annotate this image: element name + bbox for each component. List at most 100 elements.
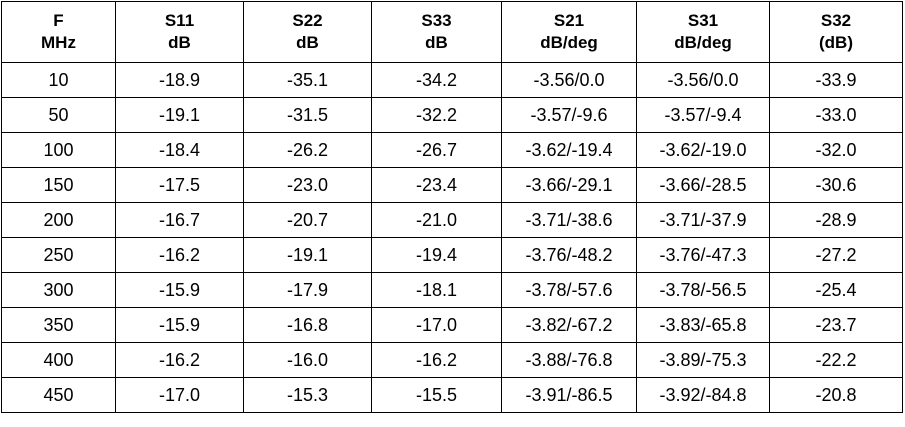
header-unit: dB xyxy=(168,33,191,52)
cell-s33: -16.2 xyxy=(371,342,502,378)
cell-s33: -18.1 xyxy=(371,272,502,308)
header-label: S11 xyxy=(164,11,195,30)
header-label: S32 xyxy=(820,11,852,30)
header-s33: S33 dB xyxy=(371,1,502,63)
header-unit: (dB) xyxy=(819,33,853,52)
cell-frequency: 50 xyxy=(1,97,116,133)
cell-s31: -3.89/-75.3 xyxy=(636,342,770,378)
cell-s32: -33.9 xyxy=(769,62,903,98)
cell-frequency: 300 xyxy=(1,272,116,308)
cell-s11: -18.9 xyxy=(115,62,244,98)
cell-s33: -32.2 xyxy=(371,97,502,133)
cell-frequency: 150 xyxy=(1,167,116,203)
cell-s33: -34.2 xyxy=(371,62,502,98)
cell-s22: -16.0 xyxy=(243,342,372,378)
cell-s31: -3.78/-56.5 xyxy=(636,272,770,308)
header-unit: dB/deg xyxy=(674,33,732,52)
cell-s11: -19.1 xyxy=(115,97,244,133)
header-label: S31 xyxy=(687,11,719,30)
cell-s21: -3.91/-86.5 xyxy=(501,377,637,413)
cell-s31: -3.57/-9.4 xyxy=(636,97,770,133)
table-row: 150 -17.5 -23.0 -23.4 -3.66/-29.1 -3.66/-28.5… xyxy=(1,167,903,203)
cell-s32: -25.4 xyxy=(769,272,903,308)
table-row: 250 -16.2 -19.1 -19.4 -3.76/-48.2 -3.76/-47.3… xyxy=(1,237,903,273)
cell-s31: -3.83/-65.8 xyxy=(636,307,770,343)
table-row: 350 -15.9 -16.8 -17.0 -3.82/-67.2 -3.83/-65.8… xyxy=(1,307,903,343)
s-parameter-table-container: F MHz S11 dB S22 dB S33 dB S21 dB/deg xyxy=(1,1,903,413)
table-row: 50 -19.1 -31.5 -32.2 -3.57/-9.6 -3.57/-9.4 -33… xyxy=(1,97,903,133)
cell-s21: -3.78/-57.6 xyxy=(501,272,637,308)
cell-s22: -17.9 xyxy=(243,272,372,308)
cell-s32: -32.0 xyxy=(769,132,903,168)
cell-s32: -20.8 xyxy=(769,377,903,413)
cell-s21: -3.71/-38.6 xyxy=(501,202,637,238)
cell-s11: -16.7 xyxy=(115,202,244,238)
cell-s32: -23.7 xyxy=(769,307,903,343)
cell-s32: -28.9 xyxy=(769,202,903,238)
cell-s33: -17.0 xyxy=(371,307,502,343)
cell-frequency: 200 xyxy=(1,202,116,238)
cell-frequency: 250 xyxy=(1,237,116,273)
cell-s33: -26.7 xyxy=(371,132,502,168)
cell-s32: -27.2 xyxy=(769,237,903,273)
cell-s31: -3.92/-84.8 xyxy=(636,377,770,413)
header-unit: dB xyxy=(425,33,448,52)
cell-s33: -19.4 xyxy=(371,237,502,273)
cell-s22: -16.8 xyxy=(243,307,372,343)
cell-frequency: 100 xyxy=(1,132,116,168)
table-row: 450 -17.0 -15.3 -15.5 -3.91/-86.5 -3.92/-84.8… xyxy=(1,377,903,413)
header-s22: S22 dB xyxy=(243,1,372,63)
cell-s31: -3.71/-37.9 xyxy=(636,202,770,238)
cell-s22: -26.2 xyxy=(243,132,372,168)
table-row: 10 -18.9 -35.1 -34.2 -3.56/0.0 -3.56/0.0 -33.9 xyxy=(1,62,903,98)
cell-s11: -15.9 xyxy=(115,307,244,343)
header-unit: dB xyxy=(296,33,319,52)
cell-frequency: 350 xyxy=(1,307,116,343)
cell-s11: -17.0 xyxy=(115,377,244,413)
cell-s32: -22.2 xyxy=(769,342,903,378)
cell-s33: -23.4 xyxy=(371,167,502,203)
header-label: F xyxy=(53,11,64,30)
header-s21: S21 dB/deg xyxy=(501,1,637,63)
cell-s32: -33.0 xyxy=(769,97,903,133)
cell-s22: -19.1 xyxy=(243,237,372,273)
cell-s31: -3.62/-19.0 xyxy=(636,132,770,168)
cell-s21: -3.82/-67.2 xyxy=(501,307,637,343)
table-row: 400 -16.2 -16.0 -16.2 -3.88/-76.8 -3.89/-75.3… xyxy=(1,342,903,378)
header-label: S21 xyxy=(553,11,585,30)
cell-s11: -16.2 xyxy=(115,342,244,378)
cell-frequency: 400 xyxy=(1,342,116,378)
header-s11: S11 dB xyxy=(115,1,244,63)
cell-s21: -3.76/-48.2 xyxy=(501,237,637,273)
header-unit: dB/deg xyxy=(540,33,598,52)
cell-frequency: 10 xyxy=(1,62,116,98)
table-row: 200 -16.7 -20.7 -21.0 -3.71/-38.6 -3.71/-37.9… xyxy=(1,202,903,238)
cell-s31: -3.56/0.0 xyxy=(636,62,770,98)
cell-s21: -3.62/-19.4 xyxy=(501,132,637,168)
cell-s22: -23.0 xyxy=(243,167,372,203)
cell-s11: -16.2 xyxy=(115,237,244,273)
cell-s31: -3.66/-28.5 xyxy=(636,167,770,203)
cell-s31: -3.76/-47.3 xyxy=(636,237,770,273)
cell-s11: -17.5 xyxy=(115,167,244,203)
header-label: S33 xyxy=(421,11,452,30)
cell-s21: -3.57/-9.6 xyxy=(501,97,637,133)
cell-frequency: 450 xyxy=(1,377,116,413)
cell-s21: -3.66/-29.1 xyxy=(501,167,637,203)
cell-s22: -31.5 xyxy=(243,97,372,133)
header-s32: S32 (dB) xyxy=(769,1,903,63)
header-row: F MHz S11 dB S22 dB S33 dB S21 dB/deg xyxy=(1,1,903,63)
table-body: 10 -18.9 -35.1 -34.2 -3.56/0.0 -3.56/0.0 -33.9… xyxy=(1,62,903,413)
table-header: F MHz S11 dB S22 dB S33 dB S21 dB/deg xyxy=(1,1,903,63)
cell-s22: -35.1 xyxy=(243,62,372,98)
cell-s33: -21.0 xyxy=(371,202,502,238)
cell-s32: -30.6 xyxy=(769,167,903,203)
cell-s21: -3.88/-76.8 xyxy=(501,342,637,378)
cell-s22: -15.3 xyxy=(243,377,372,413)
header-unit: MHz xyxy=(41,33,76,52)
header-frequency: F MHz xyxy=(1,1,116,63)
cell-s22: -20.7 xyxy=(243,202,372,238)
cell-s21: -3.56/0.0 xyxy=(501,62,637,98)
header-label: S22 xyxy=(292,11,323,30)
s-parameter-table: F MHz S11 dB S22 dB S33 dB S21 dB/deg xyxy=(1,1,903,413)
